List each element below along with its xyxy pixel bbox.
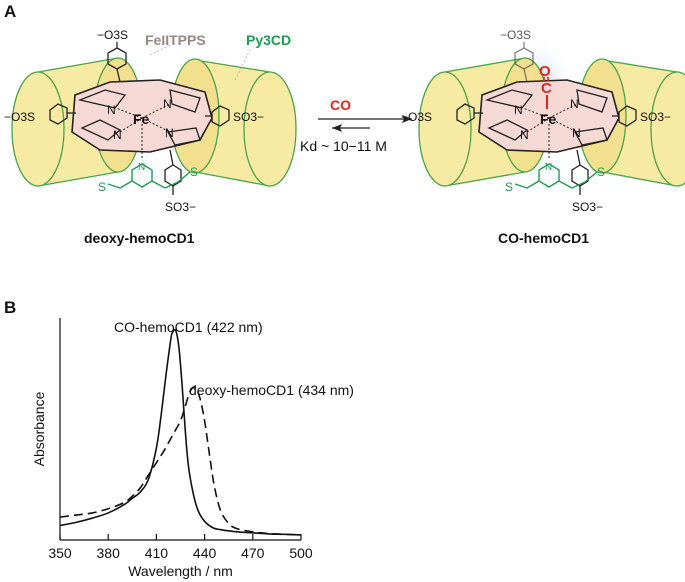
so3-bottom-label: SO3− — [165, 200, 196, 214]
co-caption: CO-hemoCD1 — [498, 230, 589, 246]
fe-tpps-label: FeIITPPS — [145, 32, 206, 48]
x-tick-label: 350 — [48, 545, 72, 561]
right-sulfonatophenyl: SO3− — [205, 105, 264, 127]
co-carbon-label: C — [541, 80, 552, 97]
sulfur-label: S — [190, 165, 198, 179]
x-tick-label: 410 — [145, 545, 169, 561]
n-atom-label: N — [165, 126, 174, 140]
n-atom-label: N — [107, 103, 116, 117]
py3cd-label: Py3CD — [246, 32, 291, 48]
fe-tpps-text: FeIITPPS — [145, 32, 206, 48]
pyridine-linker: N S S — [505, 124, 605, 194]
left-sulfonatophenyl: −O3S — [4, 103, 76, 125]
reaction-arrows: CO Kd ~ 10−11 M — [300, 97, 412, 154]
bottom-sulfonatophenyl: SO3− — [571, 149, 603, 214]
co-ligand: C O — [539, 63, 552, 109]
series-line-co-hemocd1 — [59, 328, 302, 536]
porphyrin: N N N N Fe — [478, 79, 620, 153]
x-axis-label: Wavelength / nm — [128, 563, 233, 579]
sulfur-label: S — [597, 165, 605, 179]
n-atom-label: N — [514, 103, 523, 117]
n-atom-label: N — [163, 97, 172, 111]
y-axis-label: Absorbance — [31, 391, 47, 466]
x-tick-label: 380 — [97, 545, 121, 561]
n-atom-label: N — [113, 128, 122, 142]
sulfur-label: S — [505, 180, 513, 194]
n-atom-label: N — [572, 126, 581, 140]
co-hemocd1-structure: N N N N Fe C O −O3S −O3S SO3 — [401, 28, 685, 214]
co-oxygen-label: O — [539, 63, 551, 80]
bottom-sulfonatophenyl: SO3− — [164, 149, 196, 214]
series-layer — [59, 328, 302, 536]
top-sulfonatophenyl: −O3S — [97, 28, 128, 83]
so3-left-label: −O3S — [401, 110, 432, 124]
so3-bottom-label: SO3− — [572, 200, 603, 214]
reaction-reagent: CO — [330, 97, 351, 113]
so3-top-label: −O3S — [97, 28, 128, 42]
panel-b-label: B — [4, 298, 16, 317]
annotation-deoxy-hemocd1: deoxy-hemoCD1 (434 nm) — [189, 382, 354, 398]
absorbance-chart: 350 380 410 440 470 500 Absorbance Wavelength… — [31, 318, 354, 579]
top-sulfonatophenyl — [514, 42, 534, 83]
x-tick-label: 470 — [241, 545, 265, 561]
annotation-co-hemocd1: CO-hemoCD1 (422 nm) — [114, 319, 263, 335]
series-line-deoxy-hemocd1 — [59, 386, 302, 536]
so3-top-label: −O3S — [500, 28, 531, 42]
n-atom-label: N — [570, 97, 579, 111]
n-atom-label: N — [520, 128, 529, 142]
x-tick-label: 500 — [289, 545, 313, 561]
pyridine-linker: N S S — [98, 124, 198, 194]
fe-atom-label: Fe — [133, 111, 150, 127]
x-tick-label: 440 — [193, 545, 217, 561]
deoxy-hemocd1-structure: N N N N Fe −O3S −O3S SO3− — [4, 28, 297, 214]
so3-right-label: SO3− — [640, 110, 671, 124]
pyridine-n-label: N — [138, 162, 145, 173]
x-ticks: 350 380 410 440 470 500 — [48, 534, 313, 561]
kd-label: Kd ~ 10−11 M — [300, 138, 387, 154]
sulfur-label: S — [98, 180, 106, 194]
deoxy-caption: deoxy-hemoCD1 — [84, 230, 195, 246]
right-sulfonatophenyl: SO3− — [612, 105, 671, 127]
fe-atom-label: Fe — [540, 111, 557, 127]
panel-a-label: A — [4, 2, 16, 21]
so3-right-label: SO3− — [233, 110, 264, 124]
left-sulfonatophenyl: −O3S — [401, 103, 483, 125]
pyridine-n-label: N — [545, 162, 552, 173]
so3-left-label: −O3S — [4, 110, 35, 124]
porphyrin: N N N N Fe — [71, 79, 213, 153]
